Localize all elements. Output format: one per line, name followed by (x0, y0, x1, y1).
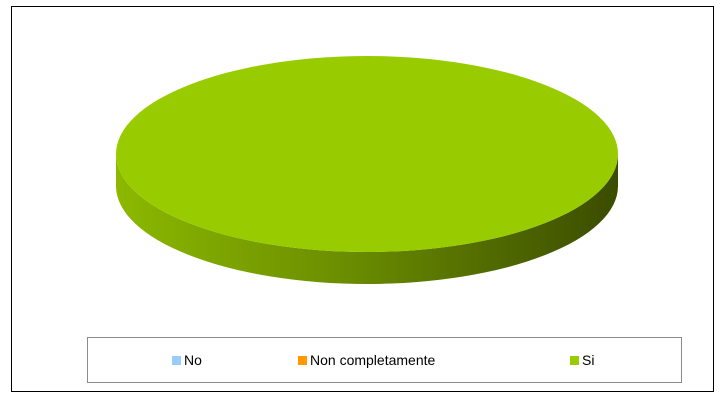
legend-label-no: No (184, 352, 202, 368)
legend-label-si: Si (582, 352, 595, 368)
legend-swatch-no (172, 355, 181, 365)
pie-side (116, 154, 618, 284)
legend-entry-non-completamente: Non completamente (298, 352, 435, 368)
legend-swatch-si (570, 355, 579, 365)
legend-entry-si: Si (570, 352, 594, 368)
pie-slice-si (116, 56, 618, 252)
legend-label-non-completamente: Non completamente (310, 352, 436, 368)
pie-chart (116, 56, 618, 284)
legend: No Non completamente Si (87, 337, 682, 383)
legend-entry-no: No (172, 352, 202, 368)
legend-swatch-non-completamente (298, 355, 307, 365)
chart-area: No Non completamente Si (11, 6, 714, 392)
